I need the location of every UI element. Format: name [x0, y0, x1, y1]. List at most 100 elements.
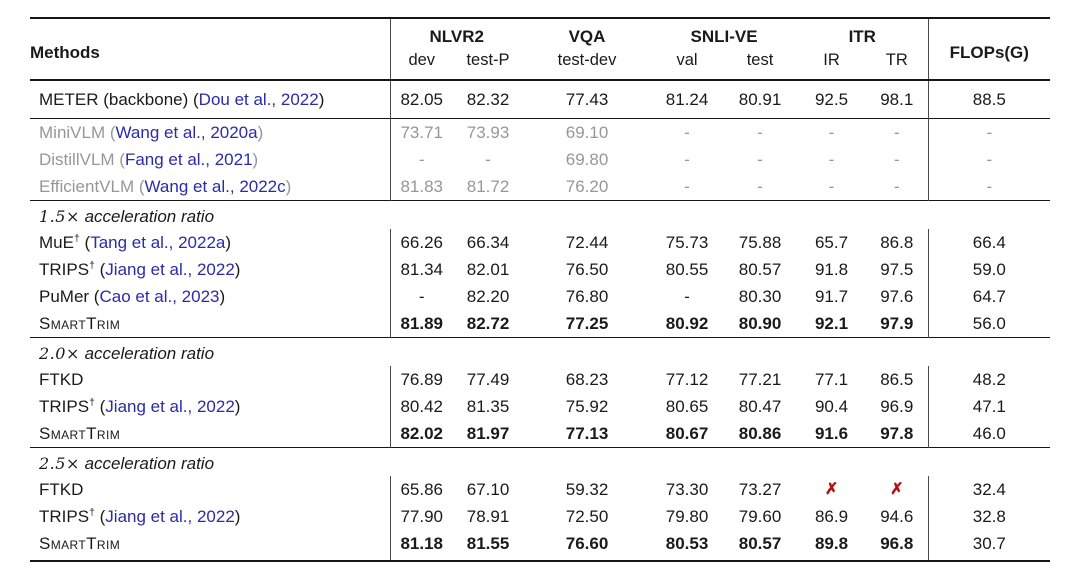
col-sub-test-p: test-P [466, 51, 510, 69]
metric-cell: - [684, 287, 690, 306]
metric-cell: - [684, 150, 690, 169]
metric-cell: 79.80 [665, 507, 709, 526]
method-name: FTKD [39, 370, 84, 389]
metric-cell: 91.6 [814, 424, 849, 443]
col-sub-val: val [676, 51, 698, 69]
method-name: FTKD [39, 480, 84, 499]
results-table: Methods NLVR2 VQA SNLI-VE ITR FLOPs(G) d… [30, 17, 1051, 562]
metric-cell: 97.5 [880, 260, 914, 279]
row-minivlm: MiniVLM (Wang et al., 2020a) 73.71 73.93 69… [30, 118, 1051, 146]
section-4: 2.5× acceleration ratio FTKD 65.86 67.10 59.… [30, 447, 1051, 561]
header-sub-row: dev test-P test-dev val test IR TR [30, 48, 1050, 80]
metric-cell: 89.8 [814, 534, 849, 553]
metric-cell: 92.5 [814, 90, 849, 109]
citation-link[interactable]: Dou et al., 2022 [198, 90, 319, 109]
citation-link[interactable]: Fang et al., 2021 [124, 150, 253, 169]
row-mue: MuE† (Tang et al., 2022a) 66.26 66.34 72.44… [30, 229, 1051, 256]
section-0: METER (backbone) (Dou et al., 2022) 82.05… [30, 80, 1051, 119]
metric-cell: - [927, 146, 1051, 173]
metric-cell: 86.5 [880, 370, 914, 389]
method-name: DistillVLM [39, 150, 115, 169]
row-trips: TRIPS† (Jiang et al., 2022) 81.34 82.01 76.… [30, 256, 1051, 283]
method-name: EfficientVLM [39, 177, 135, 196]
metric-cell: 91.7 [814, 287, 849, 306]
col-header-methods: Methods [30, 42, 100, 62]
method-name: MiniVLM [39, 123, 106, 142]
metric-cell: - [757, 123, 763, 142]
method-cell: SmartTrim [30, 420, 390, 448]
cross-mark-cell: ✗ [824, 481, 839, 498]
col-sub-test: test [746, 51, 774, 69]
metric-cell: 46.0 [927, 420, 1051, 448]
metric-cell: 77.21 [738, 370, 782, 389]
metric-cell: 66.26 [389, 229, 453, 256]
metric-cell: 76.50 [565, 260, 609, 279]
col-sub-dev: dev [389, 48, 453, 80]
metric-cell: 30.7 [927, 530, 1051, 561]
metric-cell: - [828, 123, 835, 142]
metric-cell: 77.43 [565, 90, 609, 109]
metric-cell: 80.57 [738, 260, 782, 279]
metric-cell: 80.42 [389, 393, 453, 420]
metric-cell: 73.93 [466, 123, 510, 142]
col-header-flops: FLOPs(G) [927, 18, 1051, 80]
acceleration-ratio-value: 2.5× [39, 454, 80, 473]
citation-link[interactable]: Jiang et al., 2022 [105, 260, 235, 279]
metric-cell: - [485, 150, 491, 169]
metric-cell: 80.67 [665, 424, 709, 443]
metric-cell: 69.10 [565, 123, 609, 142]
metric-cell: 77.13 [565, 424, 609, 443]
metric-cell: 80.53 [665, 534, 709, 553]
acceleration-ratio-value: 2.0× [39, 344, 80, 363]
metric-cell: 80.65 [665, 397, 709, 416]
method-name: SmartTrim [39, 534, 121, 553]
metric-cell: 82.20 [466, 287, 510, 306]
metric-cell: 82.32 [466, 90, 510, 109]
metric-cell: 65.7 [814, 233, 849, 252]
metric-cell: - [684, 123, 690, 142]
metric-cell: 75.88 [738, 233, 782, 252]
header-group-row: Methods NLVR2 VQA SNLI-VE ITR FLOPs(G) [30, 18, 1051, 80]
metric-cell: 72.50 [565, 507, 609, 526]
metric-cell: 81.97 [466, 424, 510, 443]
method-cell: FTKD [30, 366, 390, 393]
metric-cell: - [927, 118, 1051, 146]
row-pumer: PuMer (Cao et al., 2023) -82.20 76.80-80.3… [30, 283, 1051, 310]
metric-cell: 73.27 [738, 480, 782, 499]
acceleration-ratio-value: 1.5× [39, 207, 80, 226]
metric-cell: 77.90 [389, 503, 453, 530]
metric-cell: 59.32 [565, 480, 609, 499]
row-meter-backbone: METER (backbone) (Dou et al., 2022) 82.05… [30, 80, 1051, 119]
col-group-snli-ve: SNLI-VE [690, 27, 758, 46]
metric-cell: 82.05 [389, 80, 453, 119]
method-name: MuE [39, 233, 74, 252]
metric-cell: - [684, 177, 690, 196]
metric-cell: 96.9 [880, 397, 914, 416]
row-ftkd: FTKD 76.89 77.49 68.23 77.12 77.21 77.1 86.5 48.… [30, 366, 1051, 393]
metric-cell: 80.91 [738, 90, 782, 109]
method-cell: SmartTrim [30, 530, 390, 561]
metric-cell: 81.55 [466, 534, 510, 553]
citation-link[interactable]: Jiang et al., 2022 [105, 507, 235, 526]
citation-link[interactable]: Wang et al., 2020a [115, 123, 258, 142]
section-header-row: 2.5× acceleration ratio [30, 448, 1050, 477]
metric-cell: 69.80 [565, 150, 609, 169]
metric-cell: - [757, 177, 763, 196]
metric-cell: - [389, 146, 453, 173]
metric-cell: 47.1 [927, 393, 1051, 420]
metric-cell: 80.90 [738, 314, 782, 333]
citation-link[interactable]: Jiang et al., 2022 [105, 397, 235, 416]
citation-link[interactable]: Tang et al., 2022a [90, 233, 226, 252]
metric-cell: 76.89 [389, 366, 453, 393]
method-name: SmartTrim [39, 424, 121, 443]
row-trips: TRIPS† (Jiang et al., 2022) 77.90 78.91 72.… [30, 503, 1051, 530]
col-sub-tr: TR [885, 51, 908, 69]
citation-link[interactable]: Wang et al., 2022c [144, 177, 286, 196]
col-sub-test-dev: test-dev [557, 51, 617, 69]
method-cell: PuMer (Cao et al., 2023) [39, 287, 226, 306]
method-name: PuMer [39, 287, 90, 306]
metric-cell: 76.20 [565, 177, 609, 196]
metric-cell: 73.71 [389, 118, 453, 146]
citation-link[interactable]: Cao et al., 2023 [99, 287, 220, 306]
